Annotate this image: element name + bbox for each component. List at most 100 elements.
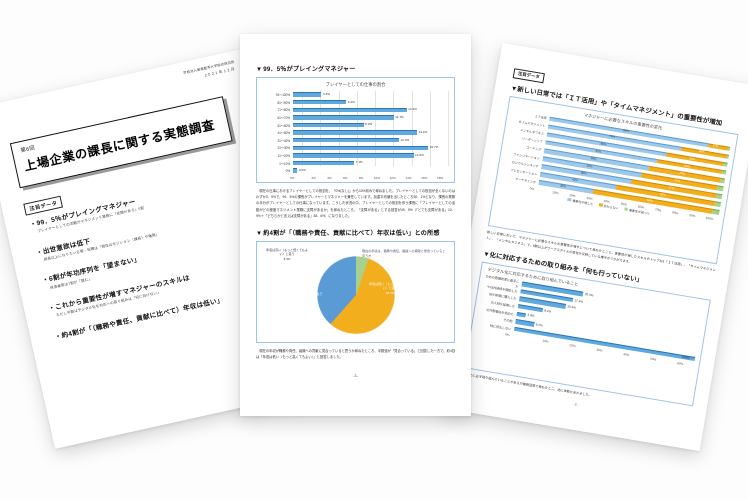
bar-row: 71～80% 13.2% bbox=[263, 106, 448, 114]
stacked-bar-segment bbox=[720, 177, 725, 184]
bar-track: 12.3% bbox=[293, 137, 448, 145]
bar-category-label: 61～70% bbox=[277, 116, 290, 121]
axis-tick-label: 18% bbox=[436, 175, 444, 180]
chart-center-pie-note: 現在の年収は、職務や責任、組織への貢献に見合っていると思うか bbox=[362, 248, 446, 258]
chart-center-bar-title: プレイヤーとしての仕事の割合 bbox=[325, 82, 386, 87]
bar-category-label: 41～50% bbox=[277, 131, 290, 136]
bar-track: 8.2% bbox=[293, 121, 448, 129]
bar-value-label: 7.1% bbox=[355, 160, 363, 165]
stacked-bar-segment bbox=[723, 161, 728, 168]
bar-row: 91～100% 3.3% bbox=[263, 91, 448, 99]
bar-segment bbox=[293, 99, 347, 105]
bar-row: 0% 0.5% bbox=[263, 167, 448, 175]
axis-tick-label: 10% bbox=[373, 175, 380, 180]
left-title-box: 第6回 上場企業の課長に関する実態調査 bbox=[9, 96, 233, 189]
stacked-bar-value-label: 58% bbox=[590, 155, 597, 161]
bar-segment bbox=[293, 160, 355, 166]
stacked-bar-value-label: 36% bbox=[684, 163, 691, 169]
bar-value-label: 15.4% bbox=[566, 304, 577, 310]
bar-value-label: 14.0% bbox=[415, 152, 424, 157]
stacked-bar-value-label: 11% bbox=[712, 143, 719, 149]
bar-row: 81～90% 6.2% bbox=[263, 99, 448, 107]
right-highlight-tag: 注目データ bbox=[512, 68, 545, 84]
bar-segment bbox=[293, 145, 429, 150]
bar-track: 14.0% bbox=[293, 152, 448, 160]
stacked-bar-segment bbox=[727, 146, 731, 152]
bar-category-label: 81～90% bbox=[277, 100, 290, 105]
axis-tick-label: 0% bbox=[290, 175, 295, 180]
bar-row: 31～40% 12.3% bbox=[263, 137, 448, 145]
stacked-bar-segment bbox=[726, 154, 729, 160]
pie-label-value: 38.5% bbox=[385, 290, 395, 295]
center-section2-heading: 約4割が「（職務や責任、貢献に比べて）年収は低い」との所感 bbox=[256, 228, 455, 237]
stacked-bar-segment bbox=[716, 193, 723, 199]
chart-center-bar-axis: 0% 2% 4% 6% 8% 10% 12% 14% 16% 18% bbox=[257, 176, 454, 180]
bar-row: 11～20% 14.0% bbox=[263, 152, 448, 160]
bar-value-label: 14.4% bbox=[418, 130, 428, 135]
center-section1-heading: 99．5％がプレイングマネジャー bbox=[256, 64, 455, 73]
pie-label-value: 5.3% bbox=[283, 256, 291, 261]
bar-segment bbox=[293, 168, 298, 173]
bar-track: 0.5% bbox=[293, 167, 448, 175]
bar-value-label: 3.0% bbox=[527, 313, 535, 319]
bar-segment bbox=[293, 115, 394, 120]
bar-segment bbox=[293, 122, 364, 128]
bar-value-label: 6.2% bbox=[535, 322, 544, 328]
bar-value-label: 13.2% bbox=[408, 107, 417, 112]
pie-chart-graphic bbox=[316, 255, 395, 334]
bar-segment bbox=[516, 311, 527, 318]
bar-track: 3.3% bbox=[293, 91, 448, 99]
stacked-bar-value-label: 66% bbox=[600, 141, 607, 147]
stacked-bar-value-label: 55% bbox=[586, 163, 593, 169]
pie-label-text: 年収は高い（もっと低くてもよい）と思う bbox=[266, 247, 308, 257]
bar-category-label: 91～100% bbox=[275, 93, 290, 98]
bar-value-label: 20.4% bbox=[584, 291, 594, 298]
center-section2-body: 現在の年収が職務や責任、組織への貢献に見合っていると思うか尋ねたところ、半数強が… bbox=[256, 348, 455, 360]
bar-value-label: 3.3% bbox=[322, 92, 330, 97]
stacked-bar-value-label: 42% bbox=[674, 178, 681, 184]
bar-value-label: 17.4% bbox=[574, 297, 584, 304]
stacked-bar-value-label: 47% bbox=[668, 185, 675, 191]
stacked-bar-value-label: 40% bbox=[679, 170, 686, 176]
bar-category-label: 0% bbox=[285, 168, 291, 173]
pie-slice-label-blue: 年収は低い（もっと高くてもよい）と思う 38.5% bbox=[369, 282, 411, 296]
axis-tick-label: 14% bbox=[405, 175, 412, 180]
bar-category-label: 31～40% bbox=[277, 138, 290, 143]
pie-slice-label-orange: 年収は適切に見合っていると思う 56.2% bbox=[277, 292, 323, 301]
chart-center-bar-rows: 91～100% 3.3% 81～90% 6.2% 71～80% 13.2% 61～70% 11… bbox=[263, 91, 448, 175]
bar-value-label: 6.2% bbox=[347, 99, 355, 104]
bar-category-label: 1～10% bbox=[279, 161, 290, 166]
bar-category-label: 51～60% bbox=[277, 123, 290, 128]
stacked-bar-value-label: 32% bbox=[689, 155, 696, 161]
bar-row: 51～60% 8.2% bbox=[263, 121, 448, 129]
document-page-right[interactable]: 注目データ 新しい日常では「ＩＴ活用」や「タイムマネジメント」の重要性が増加 マ… bbox=[441, 42, 748, 452]
axis-tick-label: 16% bbox=[421, 175, 428, 180]
bar-value-label: 0.5% bbox=[298, 168, 306, 173]
pie-label-text: 年収は適切に見合っていると思う bbox=[277, 291, 323, 296]
stacked-bar-value-label: 66% bbox=[646, 198, 654, 204]
chart-center-pie-plot: 現在の年収は、職務や責任、組織への貢献に見合っていると思うか 年収は高い（もっと… bbox=[257, 242, 454, 342]
bar-track: 7.1% bbox=[293, 159, 448, 167]
stacked-bar-value-label: 25% bbox=[698, 149, 705, 155]
stacked-bar-segment bbox=[717, 185, 724, 192]
axis-tick-label: 8% bbox=[358, 175, 364, 180]
document-page-center[interactable]: 99．5％がプレイングマネジャー プレイヤーとしての仕事の割合 91～100% 3… bbox=[240, 34, 471, 416]
bar-track: 6.2% bbox=[293, 99, 448, 107]
bar-row: 1～10% 7.1% bbox=[263, 159, 448, 167]
bar-row: 41～50% 14.4% bbox=[263, 129, 448, 137]
bar-value-label: 15.7% bbox=[429, 145, 439, 150]
bar-value-label: 12.3% bbox=[400, 137, 410, 142]
center-page-number: -3- bbox=[353, 374, 358, 379]
bar-track: 11.7% bbox=[293, 114, 448, 122]
left-page-header: 学校法人産業能率大学総合研究所 2021年12月 bbox=[183, 60, 237, 83]
axis-tick-label: 12% bbox=[389, 175, 396, 180]
bar-row: 61～70% 11.7% bbox=[263, 114, 448, 122]
stacked-bar-value-label: 30% bbox=[559, 183, 567, 189]
stacked-bar-value-label: 74% bbox=[608, 134, 616, 140]
bar-row: 21～30% 15.7% bbox=[263, 144, 448, 152]
bar-value-label: 8.2% bbox=[365, 122, 373, 127]
bar-category-label: 11～20% bbox=[277, 154, 290, 159]
pie-slice-label-green: 年収は高い（もっと低くてもよい）と思う 5.3% bbox=[265, 248, 309, 262]
bar-track: 14.4% bbox=[293, 129, 448, 137]
stacked-bar-segment bbox=[721, 169, 727, 176]
